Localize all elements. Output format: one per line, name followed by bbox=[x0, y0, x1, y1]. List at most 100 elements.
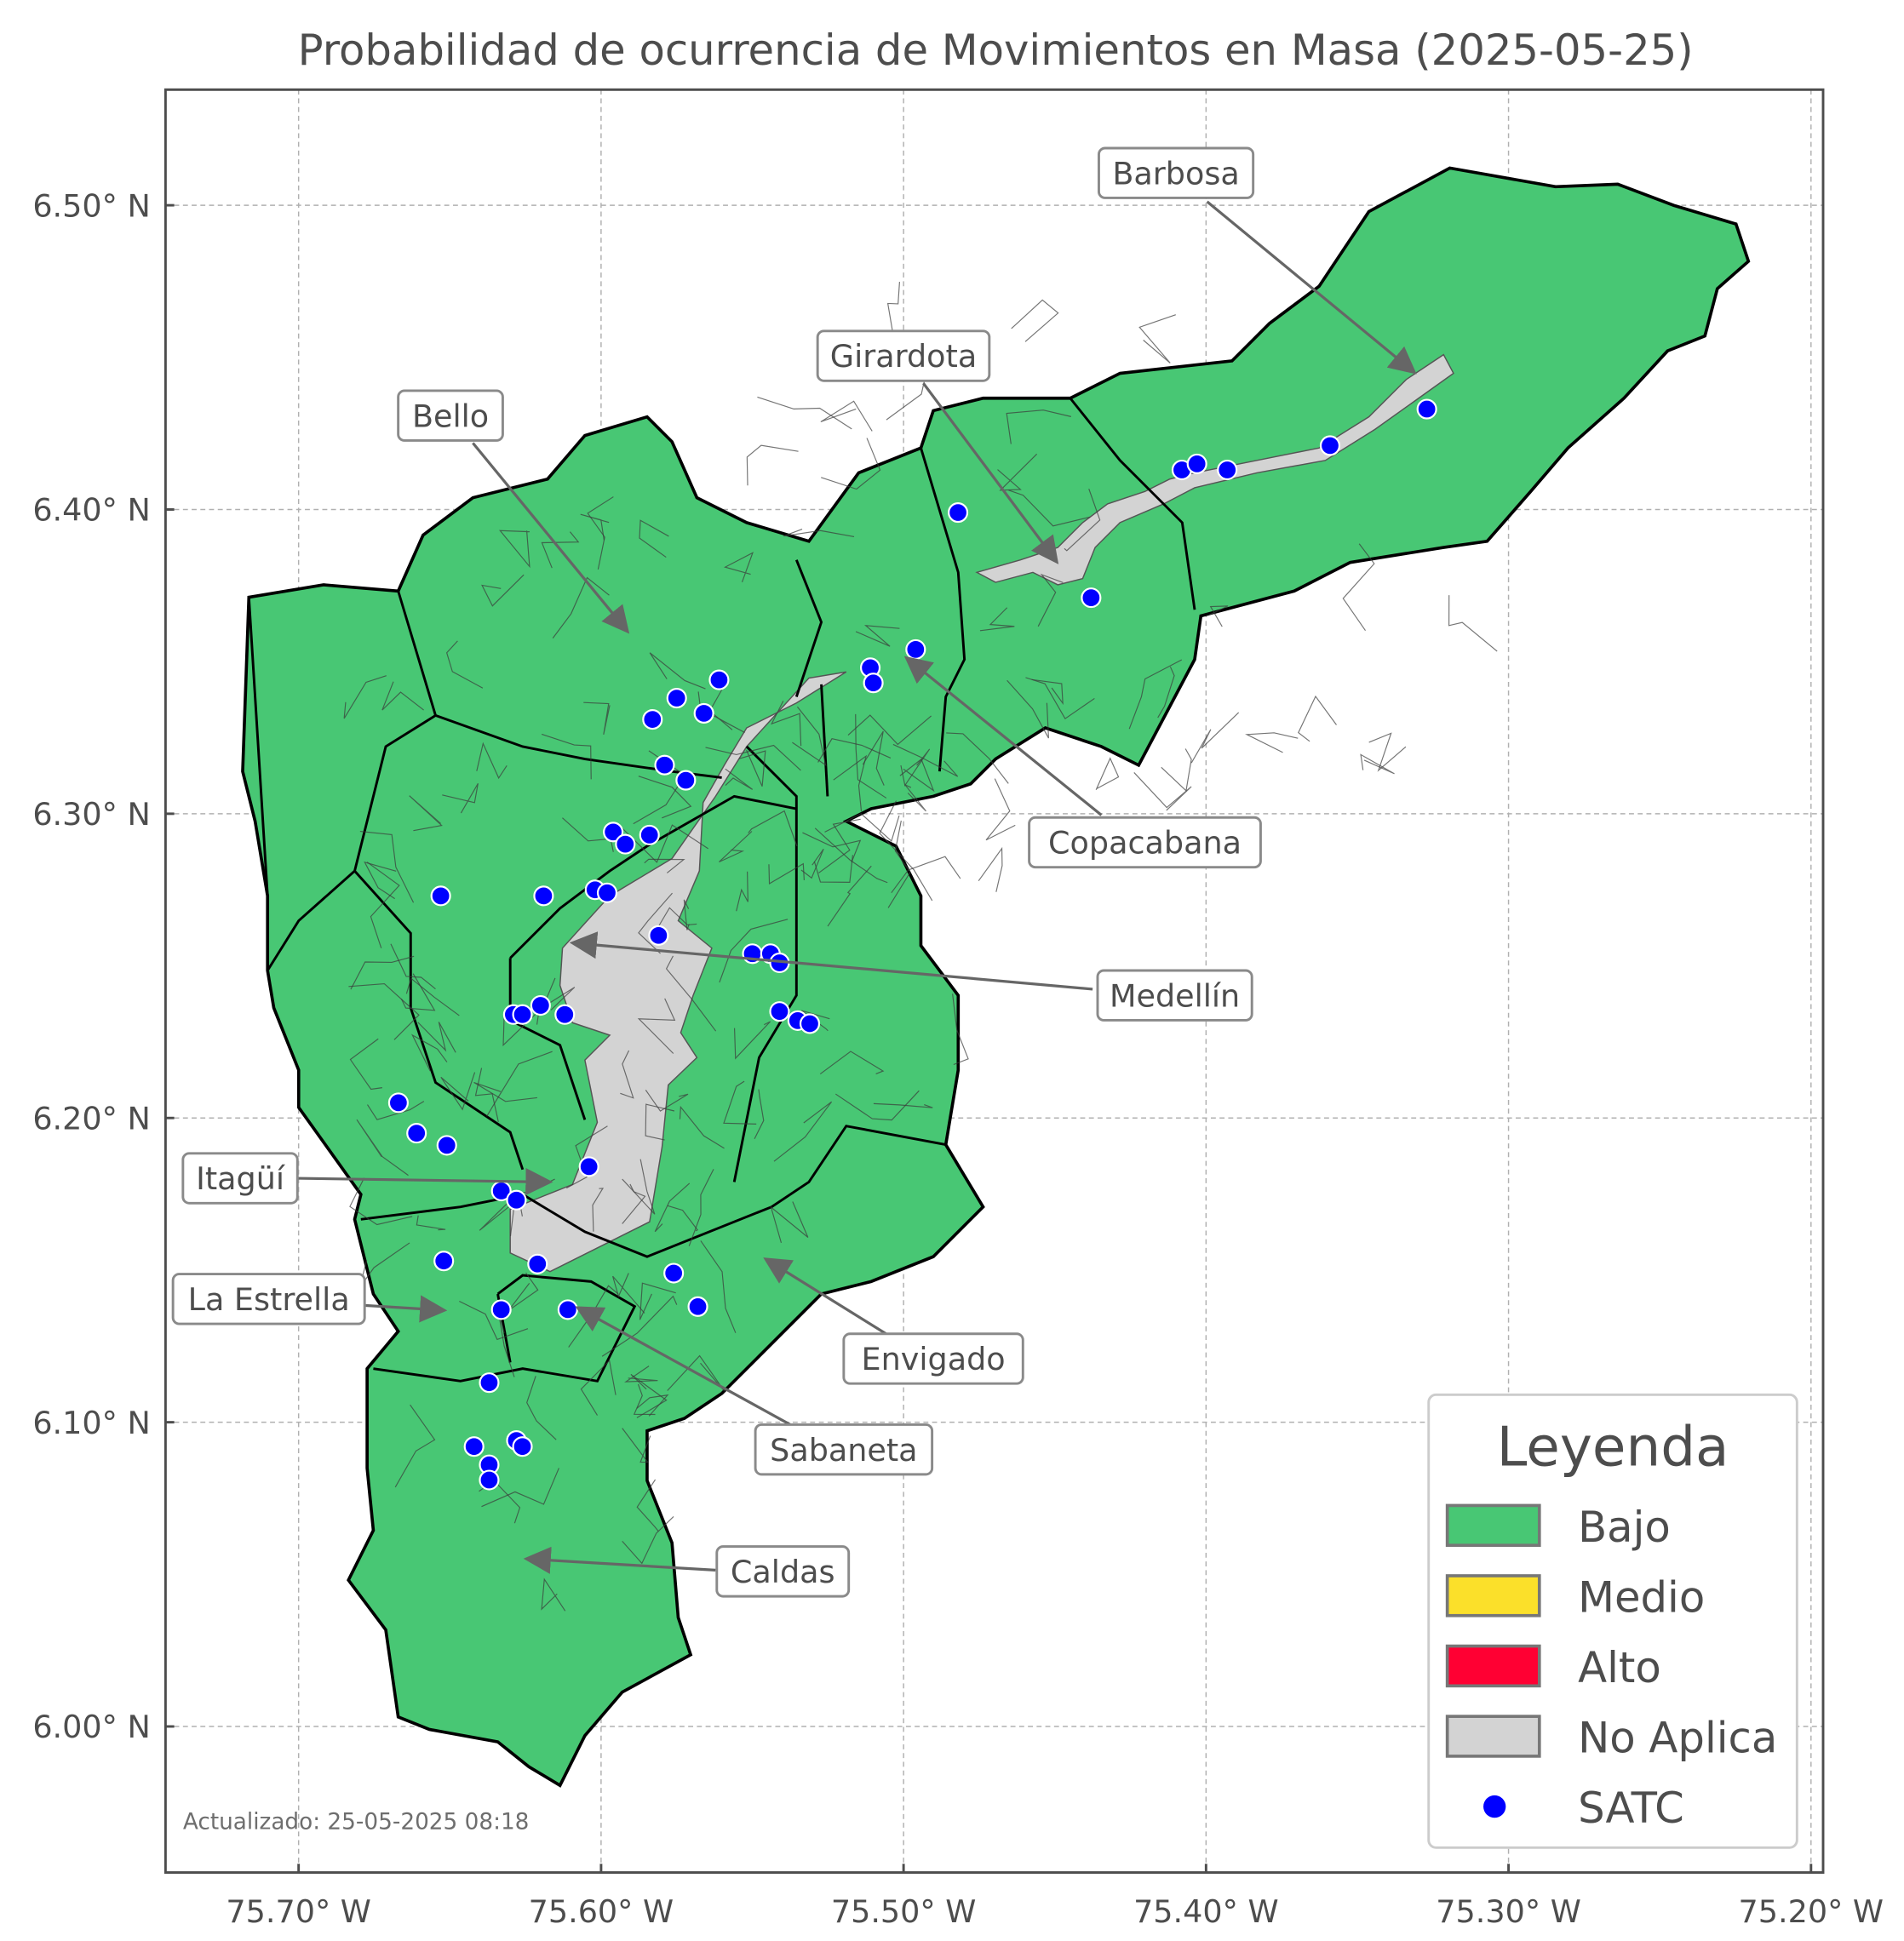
municipal-boundary bbox=[1069, 397, 1196, 610]
vereda-boundary bbox=[800, 848, 824, 879]
satc-station-point bbox=[557, 1299, 578, 1320]
vereda-boundary bbox=[622, 1159, 656, 1215]
vereda-boundary bbox=[394, 1404, 436, 1488]
annotation-box bbox=[816, 329, 991, 382]
legend-item-alto: Alto bbox=[1445, 1643, 1661, 1692]
vereda-boundary bbox=[645, 1090, 689, 1112]
vereda-boundary bbox=[952, 993, 969, 1066]
vereda-boundary bbox=[817, 738, 892, 763]
legend-label: Alto bbox=[1578, 1643, 1661, 1692]
annotation-label: Girardota bbox=[830, 338, 977, 375]
annotation-label: Itagüí bbox=[196, 1160, 286, 1197]
vereda-boundary bbox=[1008, 490, 1091, 527]
vereda-boundary bbox=[754, 1089, 765, 1140]
vereda-boundary bbox=[541, 1577, 566, 1612]
legend-swatch bbox=[1445, 1503, 1541, 1548]
vereda-boundary bbox=[638, 892, 673, 954]
vereda-boundary bbox=[891, 856, 961, 894]
vereda-boundary bbox=[645, 1103, 675, 1141]
satc-station-point bbox=[675, 770, 697, 791]
vereda-boundary bbox=[739, 749, 766, 787]
vereda-boundary bbox=[498, 530, 530, 569]
vereda-boundary bbox=[349, 1177, 413, 1226]
legend-item-no-aplica: No Aplica bbox=[1445, 1714, 1777, 1763]
satc-station-point bbox=[1081, 587, 1102, 609]
vereda-boundary bbox=[400, 973, 436, 1011]
annotation-arrow bbox=[360, 1295, 448, 1323]
y-tick-label: 6.10° N bbox=[32, 1405, 150, 1441]
vereda-boundary bbox=[633, 1383, 656, 1416]
vereda-boundary bbox=[773, 1101, 833, 1162]
satc-station-point bbox=[533, 885, 554, 907]
satc-station-point bbox=[433, 1251, 455, 1272]
satc-station-point bbox=[436, 1135, 457, 1156]
region-no-aplica-norte bbox=[975, 353, 1454, 586]
vereda-boundary bbox=[350, 955, 415, 990]
annotation-arrow bbox=[295, 1167, 553, 1196]
vereda-boundary bbox=[476, 741, 508, 780]
vereda-boundary bbox=[862, 730, 885, 786]
satc-station-point bbox=[490, 1299, 512, 1320]
vereda-boundary bbox=[417, 1022, 456, 1053]
legend-swatch bbox=[1445, 1574, 1541, 1618]
annotation-la-estrella: La Estrella bbox=[171, 1273, 448, 1325]
satc-station-point bbox=[648, 925, 669, 946]
satc-station-point bbox=[506, 1189, 527, 1211]
vereda-boundary bbox=[886, 281, 900, 338]
satc-station-point bbox=[463, 1436, 485, 1457]
vereda-boundary bbox=[892, 743, 959, 777]
vereda-boundary bbox=[1448, 595, 1498, 652]
vereda-boundary bbox=[1342, 543, 1375, 632]
vereda-boundary bbox=[409, 795, 443, 832]
annotation-box bbox=[715, 1545, 851, 1598]
annotation-box bbox=[754, 1423, 934, 1476]
vereda-boundary bbox=[827, 865, 872, 927]
updated-timestamp: Actualizado: 25-05-2025 08:18 bbox=[183, 1809, 530, 1835]
vereda-boundary bbox=[667, 1354, 725, 1392]
vereda-boundary bbox=[359, 831, 415, 903]
annotation-arrow bbox=[575, 1306, 791, 1426]
vereda-boundary bbox=[1161, 748, 1192, 792]
vereda-boundary bbox=[1006, 409, 1071, 444]
vereda-boundary bbox=[708, 688, 745, 734]
legend-marker bbox=[1483, 1795, 1506, 1818]
annotation-label: Medellín bbox=[1110, 977, 1240, 1014]
satc-station-point bbox=[799, 1013, 821, 1034]
vereda-boundary bbox=[904, 784, 926, 812]
satc-station-point bbox=[863, 673, 884, 694]
satc-station-point bbox=[1416, 398, 1437, 420]
vereda-boundary bbox=[367, 1101, 425, 1120]
annotation-arrow bbox=[1206, 200, 1417, 375]
vereda-boundary bbox=[679, 1105, 725, 1149]
annotation-bello: Bello bbox=[397, 389, 630, 634]
satc-station-point bbox=[639, 824, 660, 845]
vereda-boundary bbox=[667, 1205, 699, 1232]
vereda-boundary bbox=[405, 977, 460, 1016]
vereda-boundary bbox=[821, 438, 881, 490]
satc-station-point bbox=[666, 688, 687, 709]
legend: Leyenda Bajo Medio Alto No Aplica SATC bbox=[1427, 1393, 1798, 1849]
annotation-arrow bbox=[903, 656, 1103, 816]
region-no-aplica-valle bbox=[509, 671, 847, 1273]
vereda-boundary bbox=[636, 1479, 659, 1532]
municipal-boundary bbox=[360, 1125, 946, 1258]
annotation-label: Envigado bbox=[862, 1341, 1006, 1377]
vereda-boundary bbox=[410, 1033, 448, 1072]
annotation-envigado: Envigado bbox=[763, 1257, 1024, 1385]
x-tick-label: 75.50° W bbox=[831, 1893, 977, 1930]
vereda-boundary bbox=[381, 681, 424, 711]
vereda-boundary bbox=[592, 1188, 605, 1232]
municipal-boundary bbox=[353, 870, 525, 1171]
satc-station-point bbox=[387, 1092, 409, 1114]
vereda-boundary bbox=[770, 1201, 809, 1244]
axis-ticks: 75.70° W 75.60° W 75.50° W 75.40° W 75.30° W… bbox=[32, 187, 1884, 1930]
vereda-boundary bbox=[526, 1376, 557, 1440]
vereda-boundary bbox=[833, 754, 868, 811]
region-bajo bbox=[241, 166, 1751, 1788]
vereda-boundary bbox=[622, 1428, 651, 1463]
vereda-boundary bbox=[542, 977, 576, 1011]
x-tick-label: 75.60° W bbox=[529, 1893, 674, 1930]
legend-title: Leyenda bbox=[1497, 1416, 1729, 1480]
vereda-boundary bbox=[474, 1068, 499, 1122]
